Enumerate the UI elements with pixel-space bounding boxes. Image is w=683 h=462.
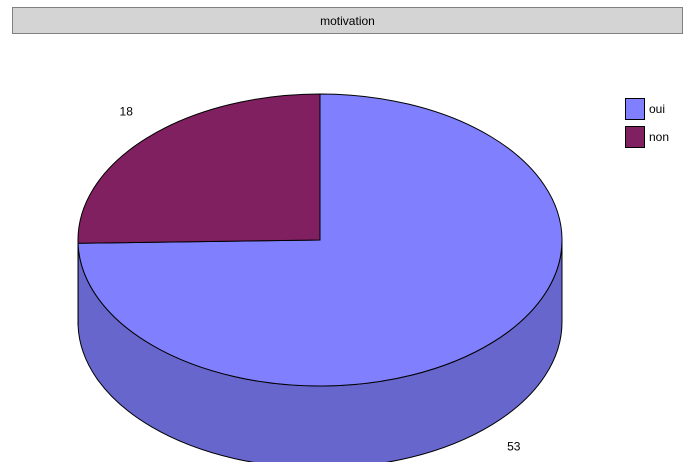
pie-top [77,93,563,387]
legend-label-oui: oui [649,102,666,116]
pie-slice-non [77,93,321,244]
data-label-non: 18 [120,105,134,119]
legend-swatch-oui [625,98,645,120]
chart-title: motivation [12,7,683,34]
legend: oui non [625,95,669,151]
legend-item-oui: oui [625,95,669,123]
legend-swatch-non [625,126,645,148]
data-label-oui: 53 [507,439,521,453]
pie-labels: 53 18 [120,105,521,454]
legend-label-non: non [649,130,670,144]
legend-item-non: non [625,123,669,151]
pie-slice-oui [77,93,563,387]
